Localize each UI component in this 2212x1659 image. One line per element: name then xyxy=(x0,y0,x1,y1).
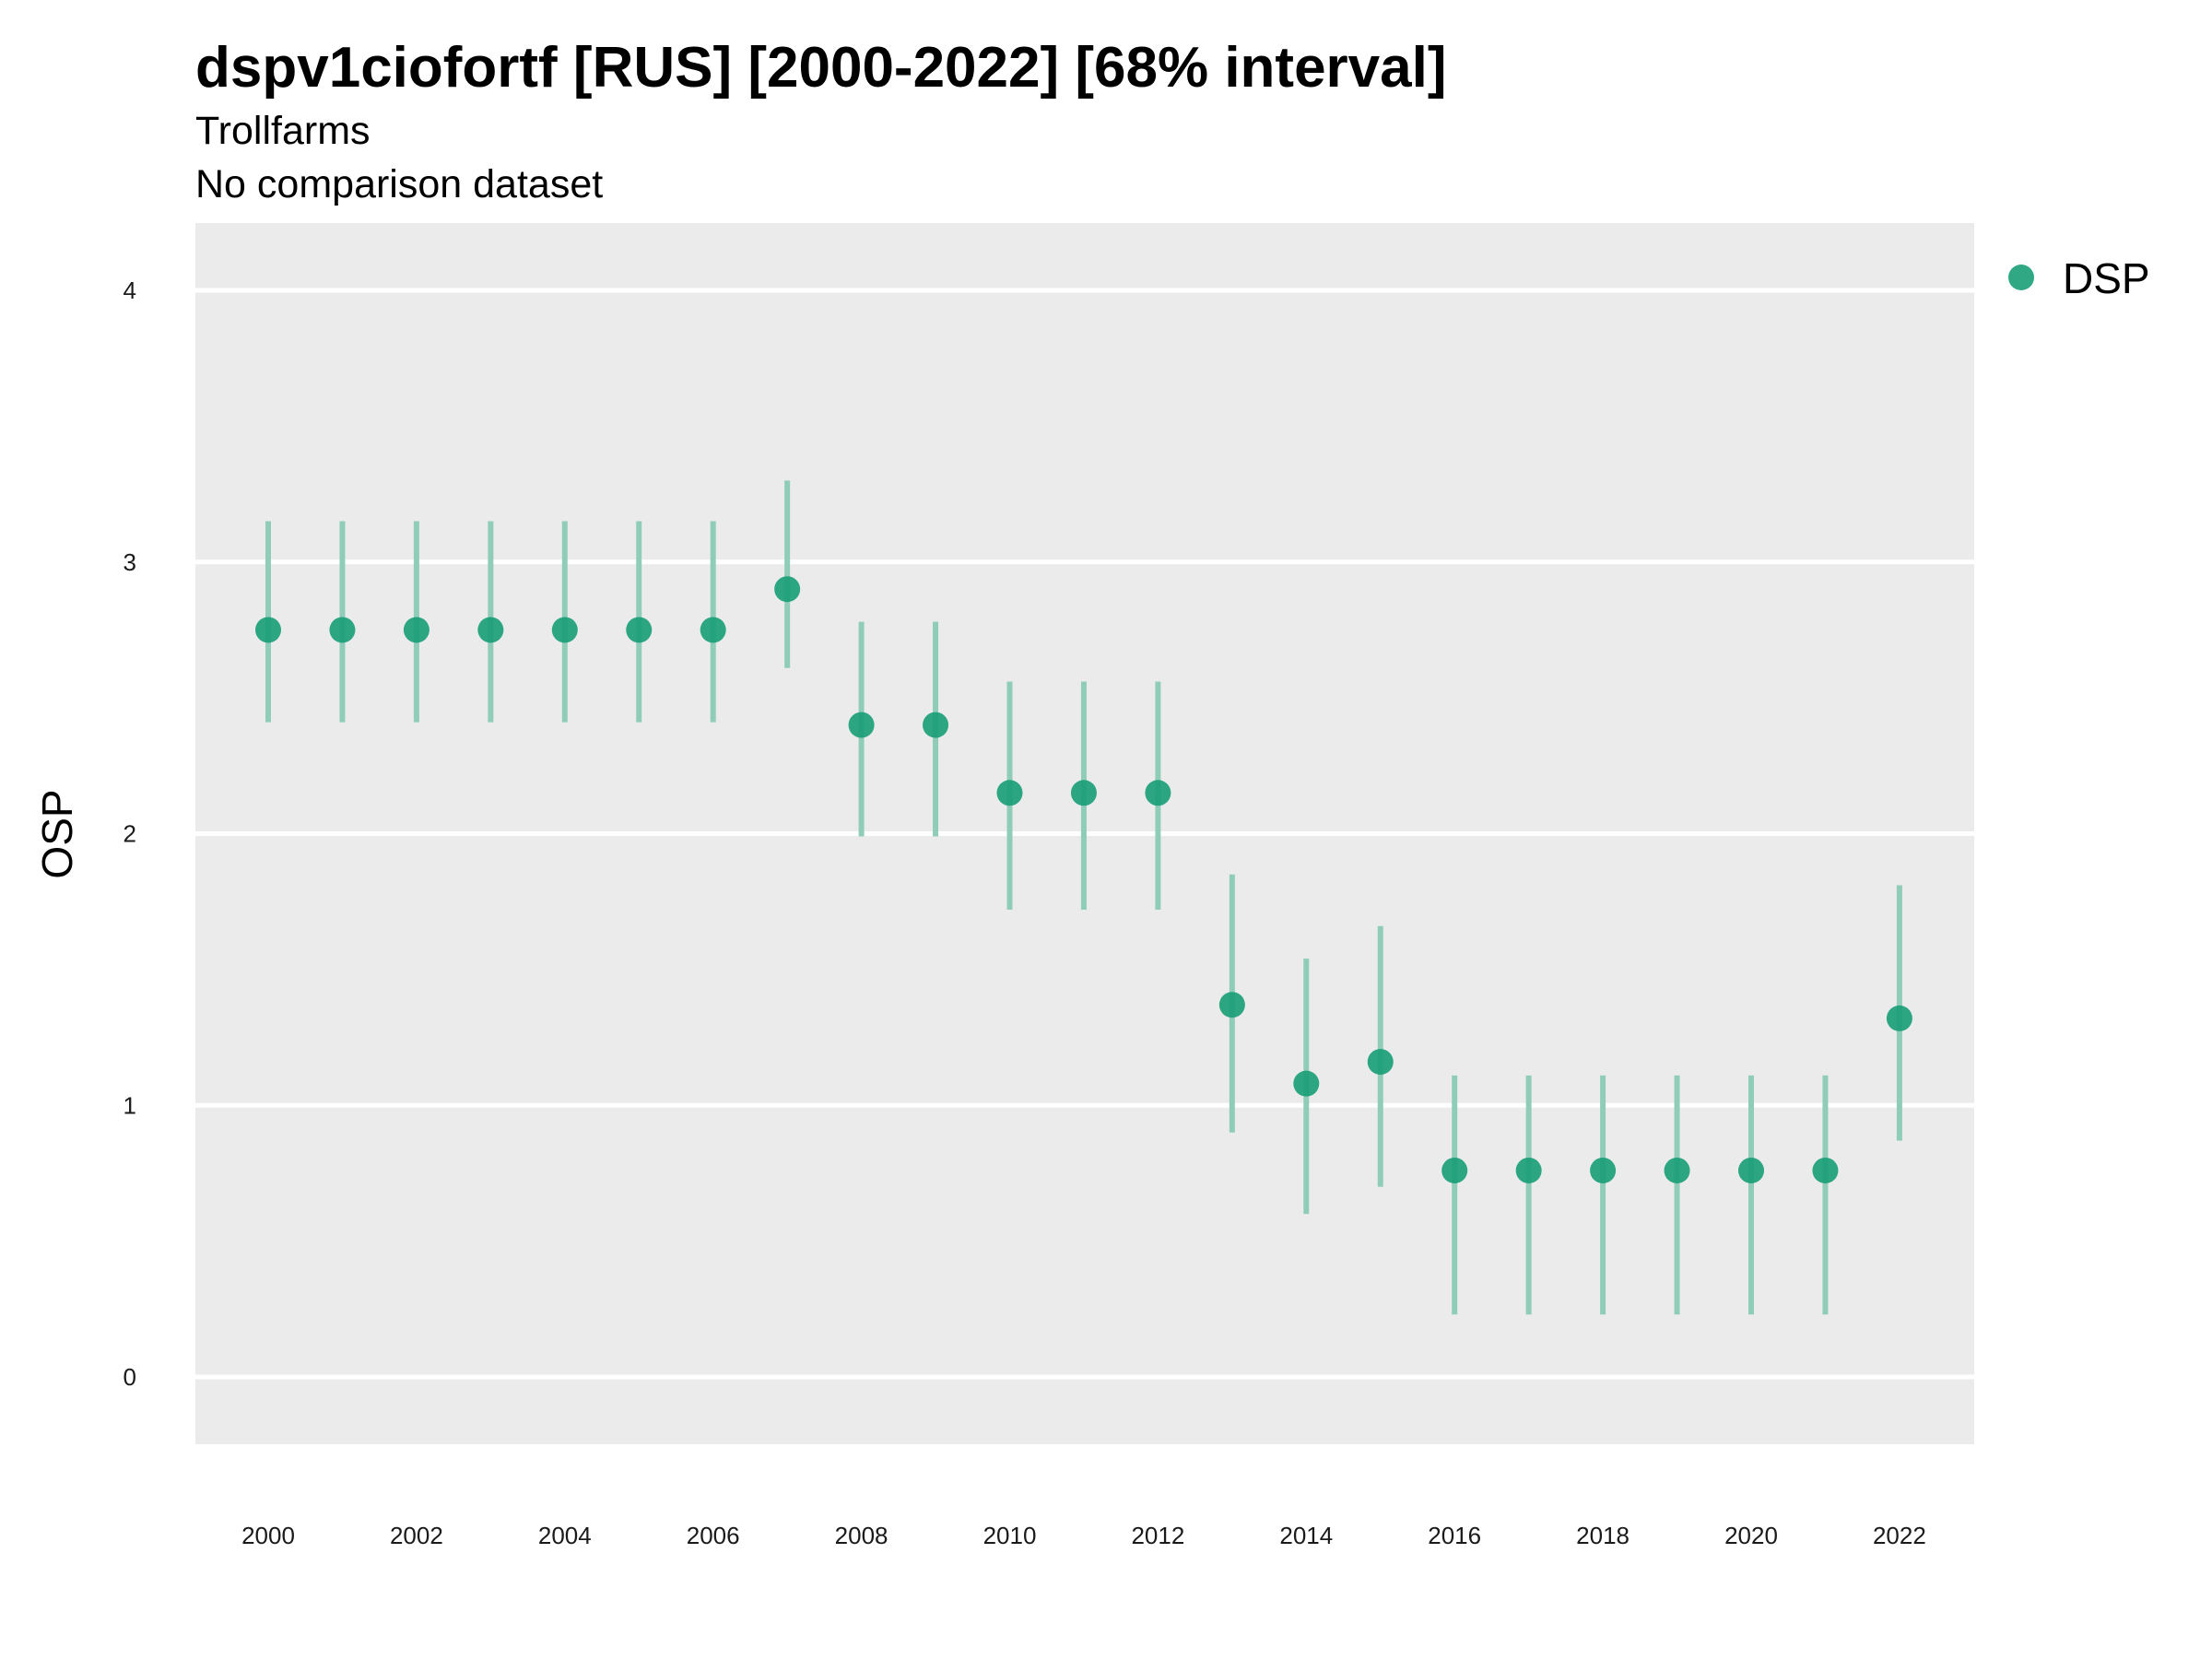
data-point-2013 xyxy=(1218,992,1245,1018)
y-tick-label: 1 xyxy=(124,1091,136,1119)
data-point-2007 xyxy=(774,576,801,603)
x-tick-labels: 2000 2002 2004 2006 2008 2010 2012 2014 2016 2018… xyxy=(241,1522,1926,1549)
data-point-2017 xyxy=(1515,1157,1542,1183)
x-tick-label: 2018 xyxy=(1576,1522,1630,1549)
data-point-2022 xyxy=(1886,1005,1912,1031)
x-tick-label: 2010 xyxy=(983,1522,1037,1549)
data-point-2018 xyxy=(1590,1157,1617,1183)
x-tick-label: 2000 xyxy=(241,1522,295,1549)
legend-label-dsp: DSP xyxy=(2063,254,2150,302)
data-point-2014 xyxy=(1293,1070,1320,1097)
y-tick-label: 3 xyxy=(124,548,136,576)
chart-title: dspv1ciofortf [RUS] [2000-2022] [68% int… xyxy=(195,36,1447,100)
x-tick-label: 2006 xyxy=(687,1522,740,1549)
x-tick-label: 2022 xyxy=(1873,1522,1926,1549)
data-point-2008 xyxy=(848,712,875,738)
x-tick-label: 2008 xyxy=(835,1522,888,1549)
data-point-2001 xyxy=(329,617,356,643)
data-point-2003 xyxy=(477,617,504,643)
data-point-2000 xyxy=(255,617,281,643)
data-point-2002 xyxy=(403,617,429,643)
y-tick-labels: 0 1 2 3 4 xyxy=(124,276,136,1391)
data-point-2009 xyxy=(923,712,949,738)
y-tick-label: 0 xyxy=(124,1363,136,1391)
chart-caption: No comparison dataset xyxy=(195,162,603,206)
data-point-2011 xyxy=(1070,780,1097,806)
y-tick-label: 4 xyxy=(124,276,136,304)
data-point-2012 xyxy=(1145,780,1171,806)
x-tick-label: 2020 xyxy=(1724,1522,1778,1549)
data-point-2019 xyxy=(1664,1157,1690,1183)
data-point-2016 xyxy=(1441,1157,1468,1183)
data-point-2015 xyxy=(1367,1049,1394,1076)
data-point-2005 xyxy=(626,617,653,643)
legend: DSP xyxy=(2008,254,2150,302)
x-tick-label: 2014 xyxy=(1279,1522,1333,1549)
x-tick-label: 2002 xyxy=(390,1522,443,1549)
x-tick-label: 2016 xyxy=(1428,1522,1481,1549)
y-axis-title: OSP xyxy=(33,789,81,878)
legend-marker xyxy=(2008,265,2034,290)
y-tick-label: 2 xyxy=(124,820,136,848)
data-point-2020 xyxy=(1738,1157,1764,1183)
data-point-2010 xyxy=(996,780,1023,806)
x-tick-label: 2012 xyxy=(1131,1522,1184,1549)
chart-subtitle: Trollfarms xyxy=(195,109,371,153)
data-point-2006 xyxy=(700,617,726,643)
data-points xyxy=(255,576,1912,1183)
data-point-2021 xyxy=(1812,1157,1839,1183)
x-tick-label: 2004 xyxy=(538,1522,592,1549)
data-point-2004 xyxy=(551,617,578,643)
